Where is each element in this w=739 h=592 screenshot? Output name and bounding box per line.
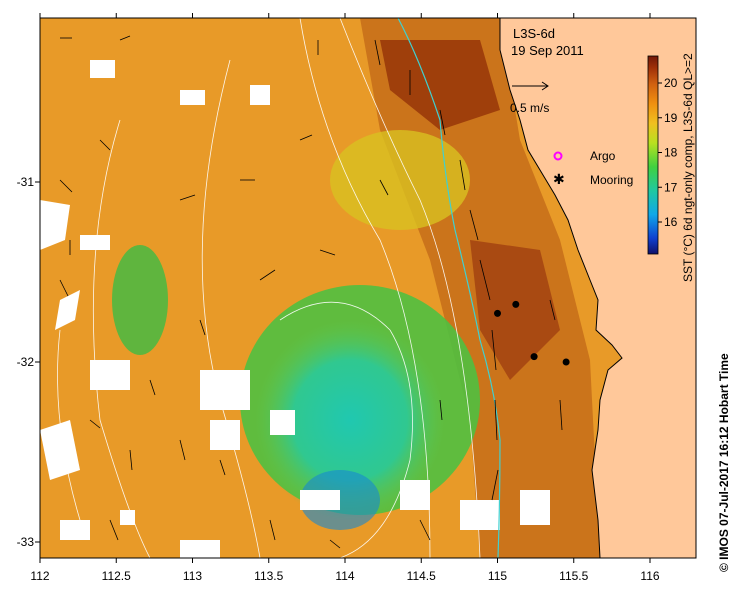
lat-tick-label: -33 (17, 535, 35, 549)
cool-eddy-core (255, 320, 445, 520)
legend: Argo ✱ Mooring (553, 149, 633, 188)
colorbar-title: SST (°C) 6d ngt-only comp, L3S-6d QL>=2 (681, 53, 695, 282)
colorbar-tick-label: 17 (664, 180, 678, 194)
colorbar-tick-label: 19 (664, 111, 678, 125)
land-mass (499, 18, 696, 558)
legend-argo-label: Argo (590, 149, 616, 163)
current-vectors (59, 35, 563, 549)
lat-tick-label: -32 (17, 355, 35, 369)
colorbar: 16 17 18 19 20 SST (°C) 6d ngt-only comp, L3… (647, 53, 695, 282)
map-title: L3S-6d (513, 26, 555, 41)
latitude-axis: -31 -32 -33 (17, 175, 40, 549)
sst-field (40, 18, 696, 558)
lon-tick-label: 112 (30, 569, 49, 583)
legend-mooring-label: Mooring (590, 173, 633, 187)
colorbar-tick-label: 16 (664, 215, 678, 229)
lon-tick-label: 113.5 (254, 569, 283, 583)
warm-core-south (470, 240, 560, 380)
mooring-point (512, 300, 520, 308)
argo-marker-icon (553, 151, 563, 161)
colorbar-gradient (647, 55, 659, 255)
credit-text: © IMOS 07-Jul-2017 16:12 Hobart Time (717, 353, 731, 572)
mooring-point (494, 309, 501, 317)
colorbar-ticks: 16 17 18 19 20 (658, 76, 678, 229)
lon-tick-label: 114.5 (407, 569, 436, 583)
lon-tick-label: 116 (640, 569, 659, 583)
scale-arrow (512, 81, 549, 91)
map-date: 19 Sep 2011 (511, 43, 584, 58)
map-frame (39, 17, 697, 559)
cool-patch-west (112, 245, 168, 355)
lon-tick-label: 114 (335, 569, 354, 583)
shelf-break-contour (397, 18, 501, 558)
mooring-point (530, 353, 538, 361)
colorbar-tick-label: 18 (664, 146, 678, 160)
mooring-point (562, 358, 570, 366)
mooring-marker-icon: ✱ (553, 172, 565, 188)
cloud-mask (40, 60, 550, 558)
mooring-markers (494, 300, 570, 366)
longitude-axis: 112 112.5 113 113.5 114 114.5 115 115.5 116 (30, 13, 660, 583)
scale-arrow-label: 0.5 m/s (510, 101, 549, 115)
bathymetry-contours (57, 18, 481, 558)
lon-tick-label: 113 (183, 569, 202, 583)
lat-tick-label: -31 (17, 175, 35, 189)
warm-core-north (380, 40, 500, 130)
colorbar-tick-label: 20 (664, 76, 678, 90)
lon-tick-label: 115.5 (559, 569, 588, 583)
lon-tick-label: 112.5 (102, 569, 131, 583)
mid-temp-patch (330, 130, 470, 230)
lon-tick-label: 115 (488, 569, 507, 583)
